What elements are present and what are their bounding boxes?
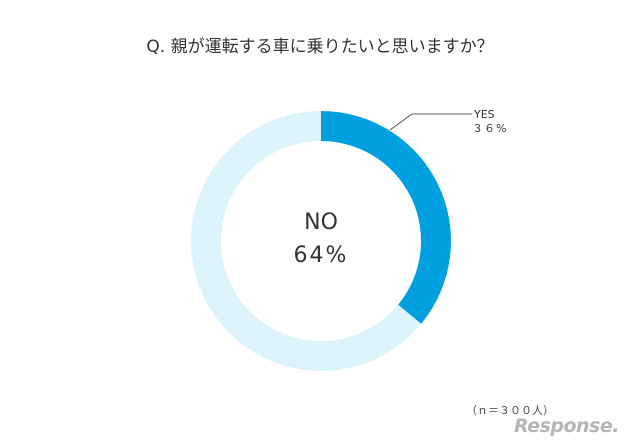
slice-no	[190, 111, 422, 371]
slice-yes	[321, 111, 451, 324]
no-slice-label: NO	[304, 210, 338, 235]
yes-slice-label: YES	[473, 108, 495, 121]
sample-size-note: （ｎ＝３００人）	[466, 404, 554, 417]
svg-text:Response.: Response.	[514, 415, 619, 437]
yes-callout-line	[389, 113, 472, 131]
no-slice-value: 64%	[294, 243, 349, 268]
yes-slice-value: ３６%	[472, 122, 507, 135]
donut-slices	[190, 111, 451, 371]
response-logo: Response.	[514, 415, 619, 437]
chart-title: Q. 親が運転する車に乗りたいと思いますか？	[146, 37, 493, 57]
